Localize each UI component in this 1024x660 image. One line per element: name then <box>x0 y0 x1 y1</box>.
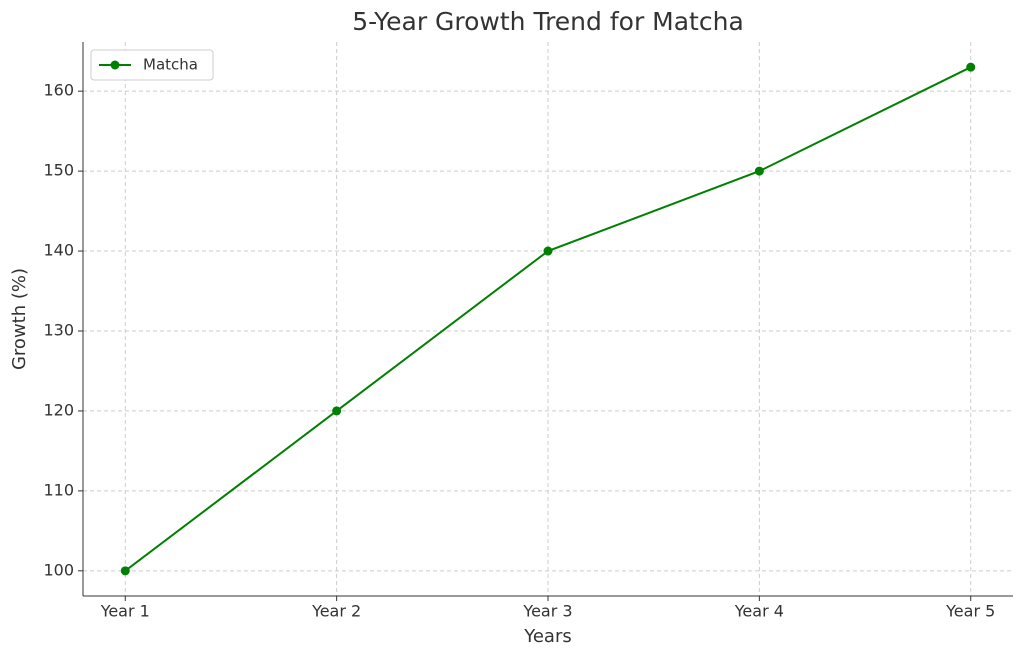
x-tick-label: Year 3 <box>522 602 572 621</box>
legend-label: Matcha <box>143 56 198 74</box>
y-tick-label: 120 <box>43 400 74 419</box>
marker <box>120 566 130 576</box>
y-axis-label: Growth (%) <box>9 268 30 370</box>
chart-title: 5-Year Growth Trend for Matcha <box>352 7 744 36</box>
x-tick-label: Year 5 <box>945 602 995 621</box>
y-tick-label: 130 <box>43 320 74 339</box>
x-axis-label: Years <box>523 626 572 647</box>
y-tick-label: 150 <box>43 161 74 180</box>
marker <box>332 406 342 416</box>
legend-box <box>90 49 214 81</box>
marker <box>966 62 976 72</box>
marker <box>754 166 764 176</box>
y-tick-label: 110 <box>43 480 74 499</box>
x-tick-label: Year 2 <box>311 602 361 621</box>
y-tick-label: 160 <box>43 81 74 100</box>
x-tick-label: Year 4 <box>734 602 784 621</box>
y-tick-label: 100 <box>43 560 74 579</box>
legend-marker <box>110 60 120 70</box>
grid <box>83 42 1013 596</box>
marker <box>543 246 553 256</box>
x-tick-label: Year 1 <box>100 602 150 621</box>
y-tick-label: 140 <box>43 241 74 260</box>
